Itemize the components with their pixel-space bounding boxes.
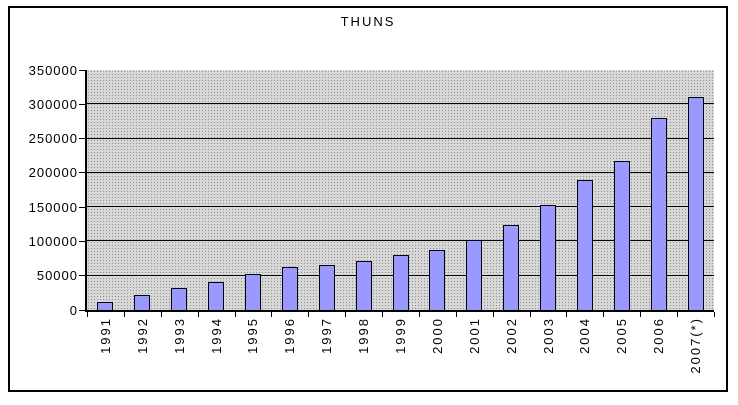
gridline: [87, 171, 714, 173]
x-axis-tick: [677, 312, 679, 317]
y-axis-label: 0: [69, 302, 78, 318]
x-axis-label: 2000: [419, 317, 456, 392]
bar-2006: [650, 118, 667, 310]
x-axis-label: 2004: [566, 317, 603, 392]
y-axis-tick: [79, 240, 87, 242]
y-axis-label: 300000: [28, 96, 78, 112]
x-axis-label: 2006: [640, 317, 677, 392]
x-axis-tick: [714, 312, 715, 317]
x-axis-label-text: 2007(*): [688, 317, 704, 374]
x-axis-tick: [308, 312, 310, 317]
chart-frame: THUNS 0 50000 100000 150000 200000 250000 3000…: [8, 6, 728, 392]
x-axis-label-text: 1996: [282, 317, 298, 354]
x-axis-tick: [234, 312, 236, 317]
x-axis-label: 1998: [345, 317, 382, 392]
y-axis-line: [85, 70, 87, 312]
x-axis-tick: [529, 312, 531, 317]
bar-1993: [171, 288, 188, 310]
x-axis-tick: [382, 312, 384, 317]
chart-title: THUNS: [340, 14, 396, 29]
x-axis-tick: [418, 312, 420, 317]
plot-area: [87, 70, 714, 310]
x-axis-label: 2007(*): [677, 317, 714, 392]
y-axis-tick: [79, 275, 87, 277]
x-axis-label-text: 1997: [319, 317, 335, 354]
bar-1997: [318, 264, 335, 310]
bar-1996: [281, 266, 298, 310]
bar-2003: [540, 205, 557, 310]
x-axis-tick: [345, 312, 347, 317]
x-axis-label-text: 1994: [208, 317, 224, 354]
x-axis-label: 1993: [161, 317, 198, 392]
x-axis-label: 1992: [124, 317, 161, 392]
x-axis-label: 2001: [456, 317, 493, 392]
x-axis-label-text: 2002: [503, 317, 519, 354]
y-axis-label: 200000: [28, 165, 78, 181]
y-axis-tick: [79, 69, 87, 71]
x-axis-label: 1994: [198, 317, 235, 392]
x-axis-label-text: 2001: [466, 317, 482, 354]
x-axis-label: 1995: [235, 317, 272, 392]
gridline: [87, 206, 714, 208]
x-axis-label-text: 2004: [577, 317, 593, 354]
x-axis-tick: [160, 312, 162, 317]
gridline: [87, 103, 714, 105]
bar-1991: [97, 301, 114, 310]
bar-2001: [466, 240, 483, 310]
bar-2005: [613, 161, 630, 310]
x-axis-label-text: 1991: [97, 317, 113, 354]
y-axis-label: 250000: [28, 131, 78, 147]
x-axis-label-text: 1999: [392, 317, 408, 354]
x-axis-label-text: 1998: [356, 317, 372, 354]
y-axis-tick: [79, 172, 87, 174]
x-axis-label-text: 1993: [171, 317, 187, 354]
x-axis-label: 2005: [603, 317, 640, 392]
x-axis-tick: [197, 312, 199, 317]
x-axis-label: 2002: [493, 317, 530, 392]
x-axis-label-text: 2006: [651, 317, 667, 354]
x-axis-tick: [640, 312, 642, 317]
y-axis-tick: [79, 309, 87, 311]
x-axis-label: 1999: [382, 317, 419, 392]
x-axis-label-text: 2003: [540, 317, 556, 354]
y-axis-tick: [79, 206, 87, 208]
x-axis-label-text: 2000: [429, 317, 445, 354]
gridline: [87, 240, 714, 242]
bar-1992: [134, 294, 151, 310]
x-axis-label-text: 2005: [614, 317, 630, 354]
bar-2002: [503, 224, 520, 310]
x-axis-label-text: 1995: [245, 317, 261, 354]
x-axis-tick: [123, 312, 125, 317]
x-axis-label: 2003: [530, 317, 567, 392]
y-axis-label: 150000: [28, 199, 78, 215]
x-axis-label-text: 1992: [134, 317, 150, 354]
bar-1995: [244, 274, 261, 310]
x-axis-label: 1997: [308, 317, 345, 392]
bar-2004: [576, 179, 593, 310]
x-axis-tick: [455, 312, 457, 317]
y-axis-label: 100000: [28, 233, 78, 249]
x-axis-line: [85, 310, 714, 312]
bar-2007(*): [687, 96, 704, 310]
x-axis-tick: [566, 312, 568, 317]
bar-1999: [392, 255, 409, 310]
bar-2000: [429, 249, 446, 310]
x-axis-tick: [271, 312, 273, 317]
x-axis-tick: [603, 312, 605, 317]
x-axis-tick: [492, 312, 494, 317]
x-axis-tick: [87, 312, 88, 317]
y-axis-tick: [79, 103, 87, 105]
y-axis-tick: [79, 138, 87, 140]
y-axis-label: 350000: [28, 62, 78, 78]
bar-1994: [208, 281, 225, 310]
bar-1998: [355, 260, 372, 310]
gridline: [87, 137, 714, 139]
x-axis-label: 1996: [271, 317, 308, 392]
x-axis-label: 1991: [87, 317, 124, 392]
y-axis-label: 50000: [36, 268, 78, 284]
